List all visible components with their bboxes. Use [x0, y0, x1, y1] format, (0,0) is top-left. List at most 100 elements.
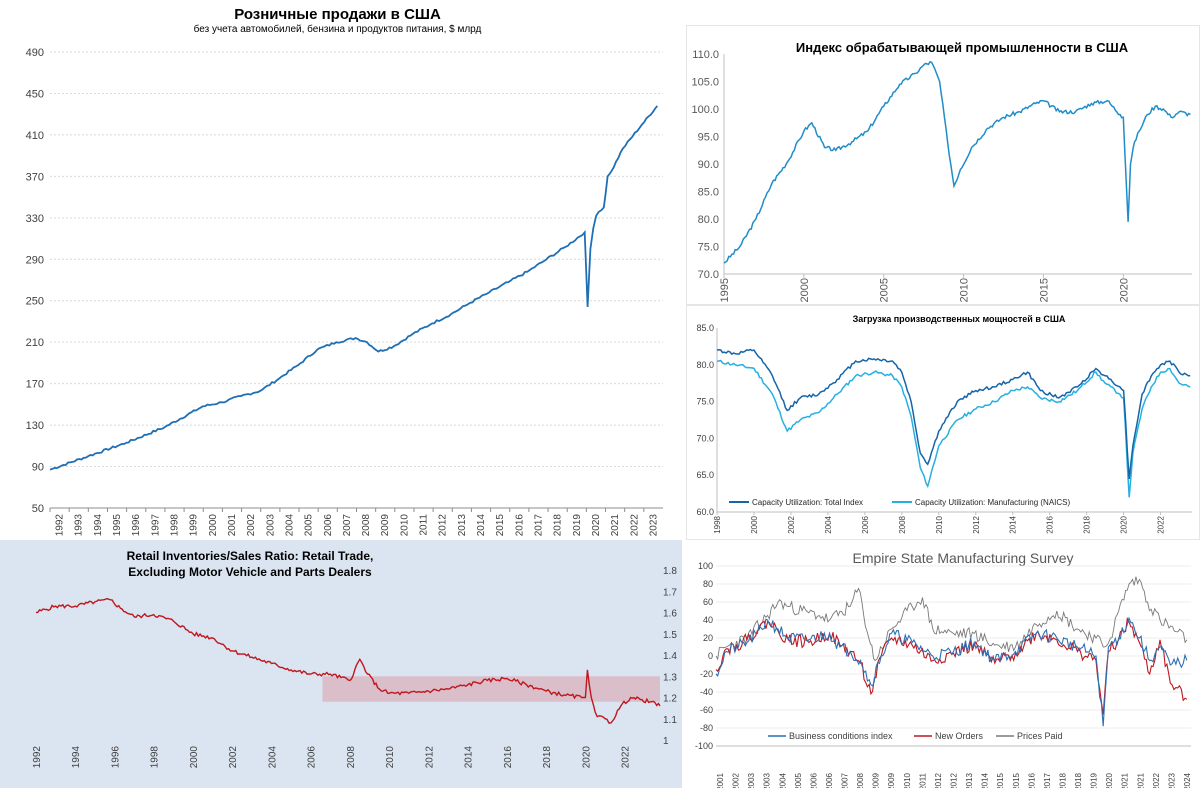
y-tick-label: 50: [32, 503, 44, 515]
x-tick-label: 7.2007: [841, 772, 850, 788]
x-tick-label: 4.2014: [981, 772, 990, 788]
y-tick-label: 70.0: [698, 269, 719, 281]
x-tick-label: 2023: [648, 514, 659, 537]
chart-title: Загрузка производственных мощностей в СШ…: [852, 314, 1066, 324]
x-tick-label: 2003: [265, 514, 276, 537]
empire-state-chart: Empire State Manufacturing Survey -100 -8…: [686, 540, 1200, 788]
x-tick-label: 2011: [419, 514, 430, 536]
x-tick-label: 10.2015: [1012, 772, 1021, 788]
x-tick-label: 1997: [150, 514, 161, 537]
x-tick-label: 2007: [342, 514, 353, 537]
x-tick-label: 4.2020: [1105, 772, 1114, 788]
y-tick-label: 60.0: [696, 507, 714, 517]
x-tick-label: 2006: [323, 514, 334, 537]
y-tick-label: -80: [700, 723, 713, 733]
x-tick-label: 1996: [110, 746, 121, 769]
x-tick-label: 10.2021: [1136, 772, 1145, 788]
x-tick-label: 1996: [131, 514, 142, 537]
x-tick-label: 2022: [621, 746, 632, 769]
x-tick-label: 10.2009: [887, 772, 896, 788]
x-tick-label: 1998: [713, 515, 722, 533]
x-tick-label: 1994: [93, 514, 104, 537]
inventories-sales-line: [35, 597, 661, 724]
y-tick-label: 80.0: [698, 214, 719, 226]
y-tick-label: 75.0: [698, 242, 719, 254]
x-tick-label: 2004: [824, 515, 833, 533]
x-tick-label: 2012: [972, 515, 981, 533]
x-tick-label: 7.2013: [965, 772, 974, 788]
chart-subtitle: без учета автомобилей, бензина и продукт…: [193, 24, 482, 35]
x-tick-label: 1.2024: [1183, 772, 1192, 788]
industrial-index-chart: Индекс обрабатывающей промышленности в С…: [686, 25, 1200, 305]
legend-business-conditions-label: Business conditions index: [789, 731, 893, 741]
x-tick-label: 7.2019: [1090, 772, 1099, 788]
x-tick-label: 4.2023: [1167, 772, 1176, 788]
y-tick-label: -60: [700, 705, 713, 715]
inventories-sales-chart: Retail Inventories/Sales Ratio: Retail T…: [0, 540, 682, 788]
x-tick-label: 1994: [71, 746, 82, 769]
x-tick-label: 2002: [228, 746, 239, 769]
legend-prices-paid-label: Prices Paid: [1017, 731, 1063, 741]
x-tick-label: 7.2022: [1152, 772, 1161, 788]
x-tick-label: 1998: [170, 514, 181, 537]
y-tick-label: 1.6: [663, 609, 677, 620]
x-tick-label: 1.2006: [809, 772, 818, 788]
x-tick-label: 2004: [284, 514, 295, 537]
y-tick-label: 85.0: [696, 323, 714, 333]
y-tick-label: 1.5: [663, 630, 677, 641]
y-tick-label: 90.0: [698, 159, 719, 171]
y-tick-label: 490: [26, 47, 44, 59]
x-tick-label: 2015: [1038, 278, 1050, 302]
industrial-index-line: [723, 61, 1191, 264]
y-tick-label: 130: [26, 420, 44, 432]
x-tick-label: 2020: [581, 746, 592, 769]
chart-title: Empire State Manufacturing Survey: [852, 550, 1074, 566]
y-tick-label: 80: [703, 579, 713, 589]
y-tick-label: -40: [700, 687, 713, 697]
x-tick-label: 2016: [503, 746, 514, 769]
y-tick-label: 60: [703, 597, 713, 607]
x-tick-label: 2020: [591, 514, 602, 537]
chart-title-line2: Excluding Motor Vehicle and Parts Dealer…: [128, 565, 372, 579]
x-tick-label: 2014: [464, 746, 475, 769]
x-tick-label: 2014: [476, 514, 487, 537]
x-tick-label: 2000: [750, 515, 759, 533]
x-tick-label: 2022: [1157, 515, 1166, 533]
x-tick-label: 2015: [495, 514, 506, 537]
y-tick-label: 1.7: [663, 587, 677, 598]
x-tick-label: 2012: [438, 514, 449, 537]
x-tick-label: 2000: [189, 746, 200, 769]
prices-paid-line: [715, 576, 1188, 662]
x-tick-label: 7.2016: [1027, 772, 1036, 788]
x-tick-label: 2002: [246, 514, 257, 537]
x-tick-label: 2001: [227, 514, 238, 537]
chart-title: Розничные продажи в США: [234, 6, 441, 23]
x-tick-label: 1.2015: [996, 772, 1005, 788]
retail-sales-chart: Розничные продажи в США без учета автомо…: [0, 0, 675, 540]
y-tick-label: 1.8: [663, 566, 677, 577]
chart-title-line1: Retail Inventories/Sales Ratio: Retail T…: [126, 549, 374, 563]
y-tick-label: 290: [26, 254, 44, 266]
x-tick-label: 2010: [385, 746, 396, 769]
x-tick-label: 2000: [208, 514, 219, 537]
y-tick-label: 250: [26, 296, 44, 308]
y-tick-label: 0: [708, 651, 713, 661]
inventories-sales-plot: 1 1.1 1.2 1.3 1.4 1.5 1.6 1.7 1.8 1992 1994 1996 199…: [32, 566, 677, 769]
x-tick-label: 2002: [787, 515, 796, 533]
x-tick-label: 2005: [304, 514, 315, 537]
x-tick-label: 7.2010: [903, 772, 912, 788]
capacity-utilization-plot: 60.0 65.0 70.0 75.0 80.0 85.0 1998 2000 2002 2004…: [696, 323, 1192, 534]
x-tick-label: 1995: [112, 514, 123, 537]
legend-label-total: Capacity Utilization: Total Index: [752, 498, 863, 507]
y-tick-label: 40: [703, 615, 713, 625]
x-tick-label: 2020: [1118, 278, 1130, 302]
y-tick-label: 100.0: [691, 104, 719, 116]
x-tick-label: 4.2011: [918, 772, 927, 788]
x-tick-label: 1.2012: [934, 772, 943, 788]
x-tick-label: 4.2005: [794, 772, 803, 788]
x-tick-label: 10.2012: [950, 772, 959, 788]
x-tick-label: 2008: [898, 515, 907, 533]
x-tick-label: 2010: [959, 278, 971, 302]
y-tick-label: 450: [26, 88, 44, 100]
x-tick-label: 1.2018: [1058, 772, 1067, 788]
